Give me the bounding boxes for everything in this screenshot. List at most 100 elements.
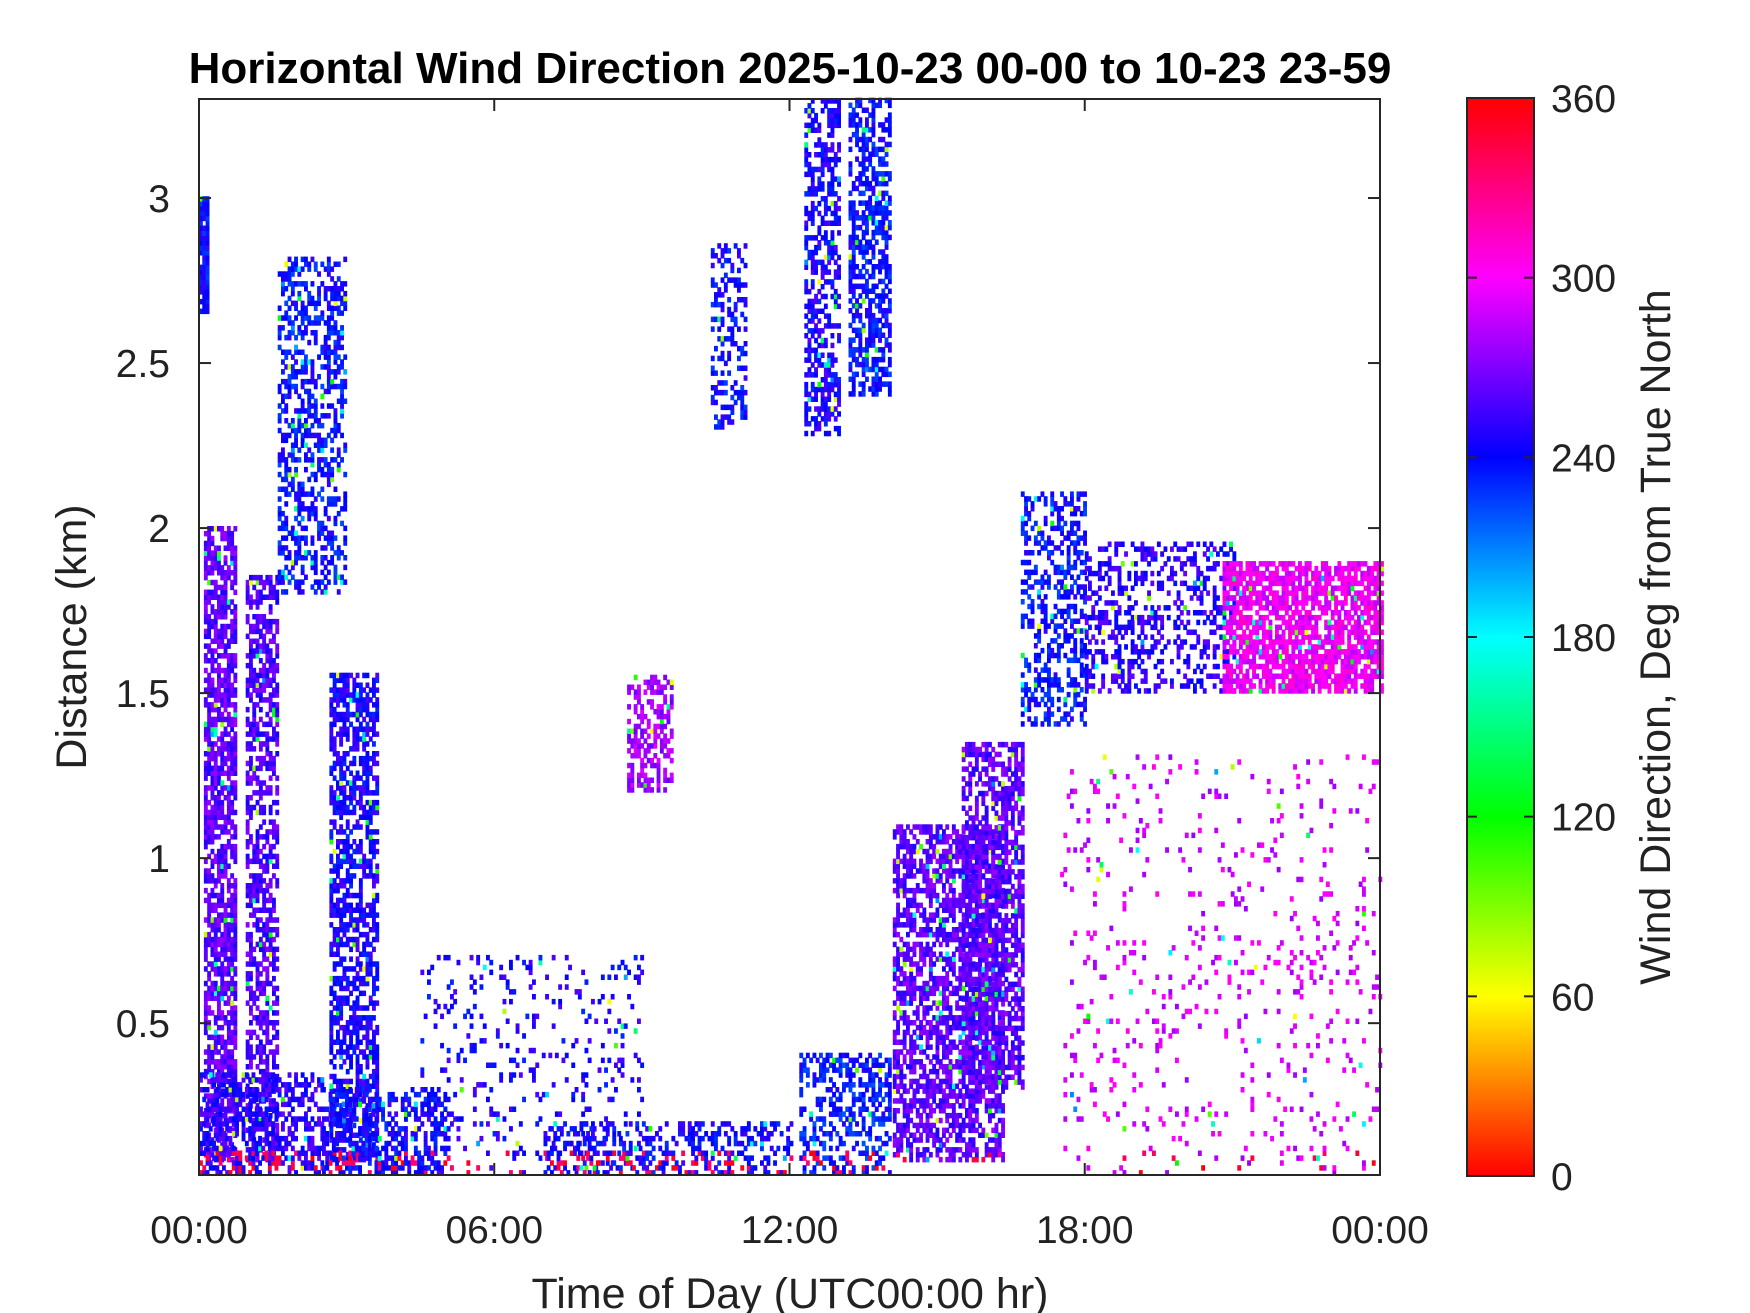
heatmap-cell xyxy=(659,748,664,754)
heatmap-cell xyxy=(336,697,340,703)
heatmap-cell xyxy=(255,731,260,737)
heatmap-cell xyxy=(267,1165,272,1171)
heatmap-cell xyxy=(207,1034,212,1041)
heatmap-cell xyxy=(310,403,315,409)
heatmap-cell xyxy=(245,584,250,591)
heatmap-cell xyxy=(640,969,645,976)
heatmap-cell xyxy=(245,887,250,894)
heatmap-cell xyxy=(226,570,231,576)
heatmap-cell xyxy=(258,990,263,997)
heatmap-cell xyxy=(203,609,208,615)
heatmap-cell xyxy=(352,1122,357,1129)
heatmap-cell xyxy=(355,702,360,708)
heatmap-cell xyxy=(368,956,373,962)
heatmap-cell xyxy=(355,819,360,825)
heatmap-cell xyxy=(740,1165,745,1171)
heatmap-cell xyxy=(252,892,257,899)
heatmap-cell xyxy=(249,628,253,635)
heatmap-cell xyxy=(320,496,325,502)
heatmap-cell xyxy=(268,1039,273,1045)
heatmap-cell xyxy=(443,1096,448,1103)
heatmap-cell xyxy=(223,966,228,972)
heatmap-cell xyxy=(290,369,295,375)
heatmap-cell xyxy=(737,1140,741,1147)
heatmap-cell xyxy=(333,550,338,556)
heatmap-cell xyxy=(275,1034,280,1041)
heatmap-cell xyxy=(342,853,347,860)
heatmap-cell xyxy=(345,1044,350,1050)
heatmap-cell xyxy=(252,1117,257,1124)
heatmap-cell xyxy=(633,954,638,961)
heatmap-cell xyxy=(326,305,331,311)
heatmap-cell xyxy=(730,316,735,323)
heatmap-cell xyxy=(287,579,292,585)
heatmap-cell xyxy=(509,1170,513,1176)
heatmap-cell xyxy=(207,892,212,899)
heatmap-cell xyxy=(255,1044,260,1050)
heatmap-cell xyxy=(281,520,285,527)
heatmap-cell xyxy=(704,1160,709,1166)
heatmap-cell xyxy=(231,1116,236,1122)
heatmap-cell xyxy=(730,1150,735,1156)
heatmap-cell xyxy=(265,682,270,688)
heatmap-cell xyxy=(223,706,228,713)
heatmap-cell xyxy=(223,1064,228,1070)
heatmap-cell xyxy=(355,697,360,703)
heatmap-cell xyxy=(268,1112,273,1119)
heatmap-cell xyxy=(255,614,260,620)
heatmap-cell xyxy=(630,772,635,779)
heatmap-cell xyxy=(226,863,231,869)
heatmap-cell xyxy=(218,1111,223,1117)
heatmap-cell xyxy=(362,1108,367,1114)
heatmap-cell xyxy=(272,1049,276,1055)
heatmap-cell xyxy=(733,282,738,288)
heatmap-cell xyxy=(332,809,337,816)
heatmap-cell xyxy=(251,1155,256,1161)
heatmap-cell xyxy=(339,883,344,889)
heatmap-cell xyxy=(199,235,203,241)
heatmap-cell xyxy=(203,677,208,684)
heatmap-cell xyxy=(249,883,253,889)
heatmap-cell xyxy=(571,1091,576,1098)
heatmap-cell xyxy=(746,1160,751,1166)
heatmap-cell xyxy=(300,501,305,507)
heatmap-cell xyxy=(375,804,380,811)
heatmap-cell xyxy=(336,780,340,786)
heatmap-cell xyxy=(339,922,344,928)
heatmap-cell xyxy=(238,1116,243,1122)
heatmap-cell xyxy=(365,819,370,825)
heatmap-cell xyxy=(228,1072,233,1078)
heatmap-cell xyxy=(351,1150,356,1156)
heatmap-cell xyxy=(663,733,668,739)
heatmap-cell xyxy=(217,922,221,928)
heatmap-cell xyxy=(241,1121,246,1127)
heatmap-cell xyxy=(400,1096,405,1103)
heatmap-cell xyxy=(265,931,270,938)
heatmap-cell xyxy=(320,569,325,576)
heatmap-cell xyxy=(267,1116,272,1122)
heatmap-cell xyxy=(387,1131,392,1137)
heatmap-cell xyxy=(345,1020,350,1026)
heatmap-cell xyxy=(245,599,250,605)
heatmap-cell xyxy=(215,1077,220,1083)
heatmap-cell xyxy=(333,286,338,292)
heatmap-cell xyxy=(597,1087,602,1093)
heatmap-cell xyxy=(653,753,658,759)
heatmap-cell xyxy=(287,491,292,497)
heatmap-cell xyxy=(226,574,231,581)
heatmap-cell xyxy=(737,355,741,362)
heatmap-cell xyxy=(365,672,370,679)
heatmap-cell xyxy=(372,927,376,933)
heatmap-cell xyxy=(563,1160,567,1166)
heatmap-cell xyxy=(573,1150,577,1156)
heatmap-cell xyxy=(203,530,208,537)
heatmap-cell xyxy=(733,321,738,327)
heatmap-cell xyxy=(258,883,263,889)
heatmap-cell xyxy=(509,1072,513,1078)
heatmap-cell xyxy=(339,1078,344,1085)
heatmap-cell xyxy=(294,506,298,512)
heatmap-cell xyxy=(339,858,344,865)
heatmap-cell xyxy=(342,907,347,913)
heatmap-cell xyxy=(323,364,328,370)
heatmap-cell xyxy=(581,969,586,976)
